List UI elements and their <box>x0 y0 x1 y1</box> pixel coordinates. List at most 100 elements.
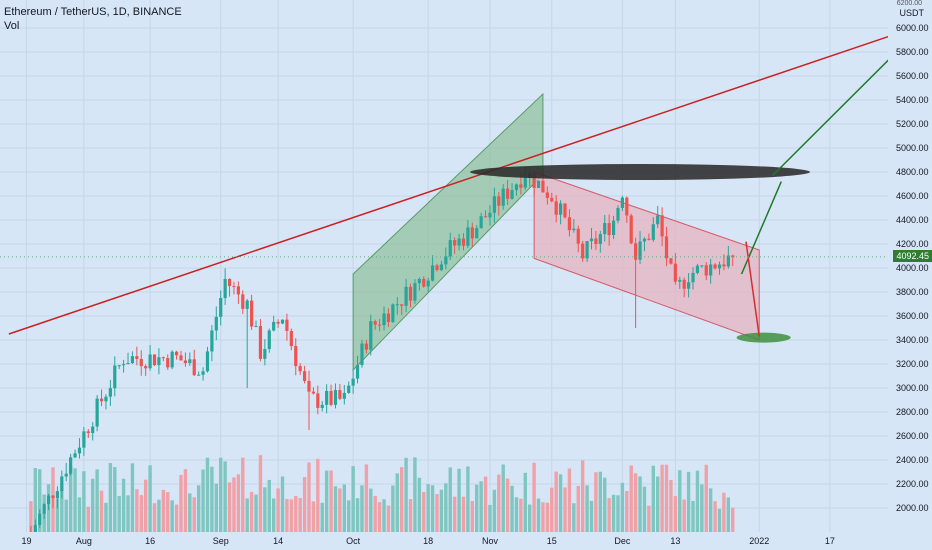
candle-body <box>545 192 549 198</box>
volume-bar <box>161 489 166 532</box>
price-tick-label: 5000.00 <box>896 143 929 153</box>
candle-body <box>272 321 276 331</box>
candle-body <box>64 473 68 477</box>
volume-bar <box>505 478 510 532</box>
candle-body <box>488 212 492 218</box>
volume-bar <box>386 505 391 532</box>
candle-body <box>682 279 686 289</box>
volume-bar <box>333 486 338 532</box>
volume-bar <box>633 473 638 532</box>
projection-up-arrow-1 <box>740 181 782 275</box>
candle-body <box>687 282 691 289</box>
volume-bar <box>223 461 227 532</box>
candle-body <box>214 316 218 331</box>
candle-body <box>581 243 585 259</box>
candle-body <box>695 265 700 273</box>
projection-up-arrow-2 <box>771 43 906 177</box>
price-tick-label: 4800.00 <box>896 167 929 177</box>
candle-body <box>333 390 338 405</box>
volume-bar <box>435 494 439 532</box>
candle-body <box>289 330 293 347</box>
candle-body <box>219 298 223 317</box>
volume-bar <box>77 497 82 532</box>
volume-bar <box>731 507 735 532</box>
volume-bar <box>342 484 347 532</box>
candle-body <box>152 354 157 366</box>
candle-body <box>620 197 624 209</box>
candle-body <box>227 279 232 287</box>
candle-body <box>179 355 183 361</box>
volume-bar <box>60 488 64 532</box>
resistance-zone-ellipse <box>470 164 811 180</box>
candle-body <box>236 286 240 295</box>
price-tick-label: 4400.00 <box>896 215 929 225</box>
volume-bar <box>298 497 302 532</box>
volume-bar <box>391 485 395 532</box>
volume-bar <box>554 471 558 532</box>
candle-body <box>232 286 236 288</box>
candle-body <box>69 457 73 474</box>
candle-body <box>382 313 386 326</box>
candle-body <box>386 313 391 322</box>
volume-bar <box>607 498 611 532</box>
candle-body <box>541 180 545 193</box>
candle-body <box>523 177 527 188</box>
candle-body <box>355 365 360 379</box>
candle-body <box>483 216 488 218</box>
volume-bar <box>196 485 201 532</box>
volume-bar <box>241 457 245 532</box>
candle-body <box>554 201 558 215</box>
volume-bar <box>82 471 86 532</box>
candle-body <box>492 196 496 213</box>
volume-bar <box>289 499 294 532</box>
price-tick-label: 2200.00 <box>896 479 929 489</box>
candle-body <box>470 227 474 239</box>
candle-body <box>404 286 408 306</box>
candle-body <box>33 525 37 533</box>
candle-body <box>603 223 607 235</box>
volume-bar <box>373 495 377 532</box>
volume-bar <box>338 488 342 532</box>
volume-bar <box>475 484 479 532</box>
candle-body <box>91 426 95 434</box>
candle-body <box>250 300 254 327</box>
price-axis-top-label: 6200.00 <box>896 0 922 7</box>
volume-bar <box>38 469 42 532</box>
candle-body <box>325 390 329 405</box>
volume-bar <box>519 498 523 532</box>
candle-body <box>439 264 444 271</box>
time-tick-label: 13 <box>670 536 680 546</box>
volume-bar <box>360 485 364 532</box>
candle-body <box>347 385 351 393</box>
falling-channel <box>533 171 760 341</box>
candle-body <box>99 398 104 402</box>
volume-bar <box>219 457 223 532</box>
candle-body <box>197 374 201 376</box>
volume-bar <box>267 479 271 532</box>
candle-body <box>408 286 413 301</box>
volume-bar <box>726 497 731 532</box>
candle-body <box>148 354 152 369</box>
volume-bar <box>201 469 205 532</box>
candle-body <box>82 431 86 448</box>
candle-body <box>709 264 713 276</box>
candle-body <box>104 396 108 402</box>
candle-body <box>77 447 82 454</box>
candle-body <box>598 234 602 244</box>
candle-body <box>395 304 399 306</box>
candle-body <box>285 319 289 331</box>
volume-bar <box>64 499 68 532</box>
volume-bar <box>68 465 73 532</box>
volume-bar <box>302 477 307 532</box>
time-tick-label: 2022 <box>749 536 769 546</box>
volume-bar <box>470 501 475 532</box>
volume-bar <box>691 500 695 532</box>
volume-bar <box>651 465 655 532</box>
candle-body <box>108 388 112 397</box>
volume-bar <box>214 483 219 532</box>
volume-bar <box>99 490 104 532</box>
candle-body <box>130 356 135 364</box>
candle-body <box>276 321 280 324</box>
